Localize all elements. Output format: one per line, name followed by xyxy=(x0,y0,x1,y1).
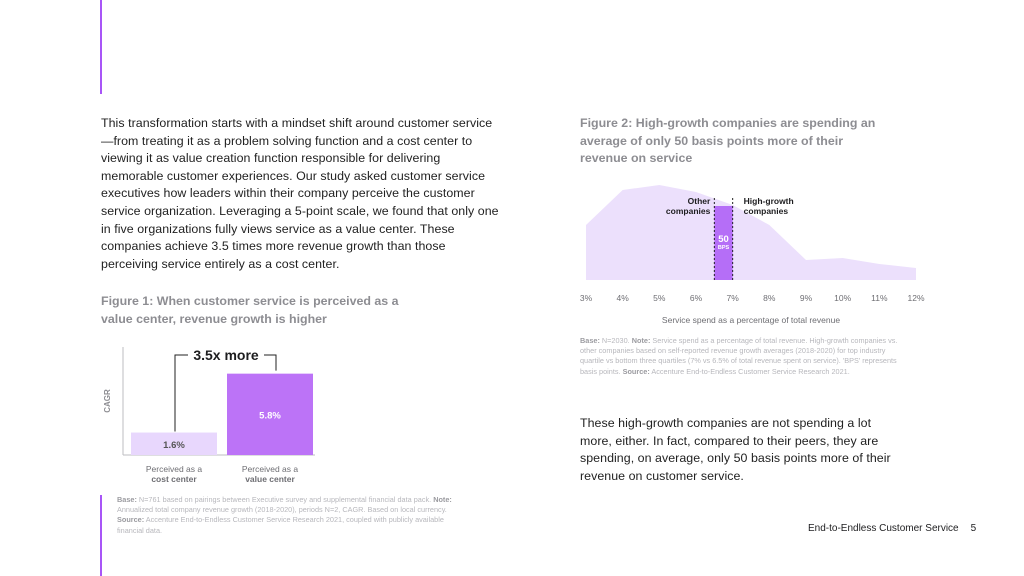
x-tick-label-1: 4% xyxy=(617,293,630,303)
bracket-left xyxy=(174,354,188,432)
category-label-0-0: Perceived as a xyxy=(146,464,202,474)
bps-unit-label: BPS xyxy=(718,245,730,251)
page-number: 5 xyxy=(970,523,977,534)
figure2-area-chart: 50 BPS OthercompaniesHigh-growthcompanie… xyxy=(580,185,925,325)
footer-title: End-to-Endless Customer Service xyxy=(808,523,959,534)
annotation-1-line-1: companies xyxy=(744,206,789,216)
figure2-footnote: Base: N=2030. Note: Service spend as a p… xyxy=(580,336,900,377)
category-label-1-1: value center xyxy=(245,474,295,484)
footnote-note-text: Service spend as a percentage of total r… xyxy=(580,336,898,376)
footnote-source-text: Accenture End-to-Endless Customer Servic… xyxy=(117,515,444,535)
x-tick-label-5: 8% xyxy=(763,293,776,303)
footnote-base-text: N=2030. xyxy=(599,336,632,345)
x-tick-label-6: 9% xyxy=(800,293,813,303)
bps-value-label: 50 xyxy=(718,234,729,245)
spend-distribution-area xyxy=(586,185,916,280)
x-axis-label: Service spend as a percentage of total r… xyxy=(662,315,840,325)
footnote-note-text: Annualized total company revenue growth … xyxy=(117,505,447,515)
accent-line-top xyxy=(100,0,102,94)
x-tick-label-2: 5% xyxy=(653,293,666,303)
figure2-title: Figure 2: High-growth companies are spen… xyxy=(580,116,876,165)
footnote-note-label: Note: xyxy=(631,336,651,345)
bps-band xyxy=(714,206,733,280)
category-label-1-0: Perceived as a xyxy=(242,464,298,474)
bar-0 xyxy=(131,432,217,455)
x-tick-label-8: 11% xyxy=(871,293,888,303)
x-tick-label-9: 12% xyxy=(907,293,924,303)
intro-paragraph: This transformation starts with a mindse… xyxy=(101,116,499,271)
footnote-source-text: Accenture End-to-Endless Customer Servic… xyxy=(649,366,850,376)
closing-paragraph: These high-growth companies are not spen… xyxy=(580,416,891,483)
x-tick-label-4: 7% xyxy=(727,293,740,303)
bar-value-label-0: 1.6% xyxy=(163,440,185,451)
x-tick-label-0: 3% xyxy=(580,293,593,303)
footnote-base-text: N=761 based on pairings between Executiv… xyxy=(136,495,434,504)
annotation-0-line-0: Other xyxy=(688,196,711,206)
annotation-bracket: 3.5x more xyxy=(174,347,277,432)
annotation-1-line-0: High-growth xyxy=(744,196,794,206)
page-footer: End-to-Endless Customer Service 5 xyxy=(808,523,976,534)
bar-value-label-1: 5.8% xyxy=(259,410,281,421)
x-tick-label-3: 6% xyxy=(690,293,703,303)
annotation-label: 3.5x more xyxy=(193,347,259,363)
annotation-0-line-1: companies xyxy=(666,206,711,216)
footnote-source-label: Source: xyxy=(622,366,650,376)
x-tick-label-7: 10% xyxy=(834,293,851,303)
figure1-footnote: Base: N=761 based on pairings between Ex… xyxy=(117,495,462,536)
footnote-note-label: Note: xyxy=(433,495,452,504)
figure1-title: Figure 1: When customer service is perce… xyxy=(101,294,399,326)
x-tick-labels: 3% 4% 5% 6% 7% 8% 9% 10% 11% 12% xyxy=(580,293,925,303)
bracket-right xyxy=(264,354,277,371)
footnote-base-label: Base: xyxy=(117,495,137,504)
bar-group: 1.6% 5.8% xyxy=(131,373,313,455)
footnote-source-label: Source: xyxy=(117,515,145,525)
category-label-0-1: cost center xyxy=(151,474,197,484)
y-axis-label: CAGR xyxy=(103,389,112,413)
bar-1 xyxy=(227,373,313,455)
footnote-base-label: Base: xyxy=(580,336,600,345)
accent-line-bottom xyxy=(100,495,102,576)
